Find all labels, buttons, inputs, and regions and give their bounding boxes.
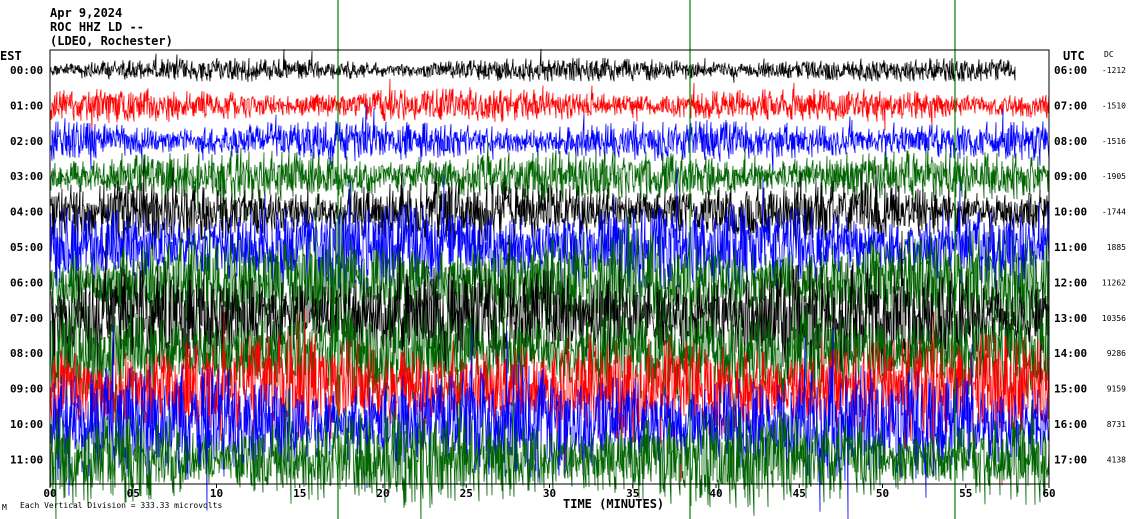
est-label: 06:00 (10, 276, 43, 289)
est-hour-labels: 00:00 01:00 02:00 03:00 04:00 05:00 06:00 07:00… (10, 64, 43, 466)
x-tick-label: 50 (876, 487, 889, 500)
x-tick-label: 20 (376, 487, 389, 500)
trace-1100 (50, 379, 1050, 519)
dc-offset-labels: -1212 -1510 -1516 -1905 -1744 1885 11262 10356 9… (1102, 66, 1126, 464)
trace-0200 (50, 104, 1050, 175)
x-axis-label: TIME (MINUTES) (563, 497, 664, 511)
est-label: 03:00 (10, 170, 43, 183)
x-tick-label: 45 (793, 487, 806, 500)
dc-value: 8731 (1107, 420, 1126, 429)
dc-value: 11262 (1102, 278, 1126, 287)
trace-0800 (50, 265, 1050, 438)
dc-value: -1905 (1102, 172, 1126, 181)
est-label: 10:00 (10, 418, 43, 431)
dc-value: 4138 (1107, 455, 1126, 464)
utc-label: 12:00 (1054, 276, 1087, 289)
x-tick-label: 15 (293, 487, 306, 500)
utc-hour-labels: 06:00 07:00 08:00 09:00 10:00 11:00 12:00 13:00… (1054, 64, 1087, 466)
header-station: ROC HHZ LD -- (50, 20, 144, 34)
x-tick-label: 10 (210, 487, 223, 500)
seismic-traces (50, 0, 1050, 519)
dc-value: -1212 (1102, 66, 1126, 75)
est-label: 08:00 (10, 347, 43, 360)
x-tick-label: 40 (709, 487, 722, 500)
est-label: 02:00 (10, 135, 43, 148)
utc-label: 14:00 (1054, 347, 1087, 360)
utc-label: 07:00 (1054, 99, 1087, 112)
dc-value: -1744 (1102, 208, 1126, 217)
utc-label: 15:00 (1054, 383, 1087, 396)
trace-0500 (50, 168, 1050, 318)
dc-value: 9286 (1107, 349, 1126, 358)
est-label: 05:00 (10, 241, 43, 254)
est-label: 01:00 (10, 99, 43, 112)
x-tick-label: 35 (626, 487, 639, 500)
x-tick-label: 60 (1042, 487, 1055, 500)
dc-value: 1885 (1107, 243, 1126, 252)
left-zone-label: EST (0, 49, 22, 63)
est-label: 07:00 (10, 312, 43, 325)
utc-label: 10:00 (1054, 206, 1087, 219)
x-tick-label: 55 (959, 487, 972, 500)
x-tick-label: 05 (127, 487, 140, 500)
dc-value: -1510 (1102, 101, 1126, 110)
utc-label: 13:00 (1054, 312, 1087, 325)
trace-0300 (50, 142, 1050, 221)
header-location: (LDEO, Rochester) (50, 34, 173, 48)
right-zone-label: UTC (1063, 49, 1085, 63)
utc-label: 08:00 (1054, 135, 1087, 148)
utc-label: 16:00 (1054, 418, 1087, 431)
trace-0000 (50, 48, 1016, 83)
trace-0100 (50, 78, 1050, 132)
est-label: 11:00 (10, 453, 43, 466)
footnote-mark: M (2, 503, 7, 512)
utc-label: 09:00 (1054, 170, 1087, 183)
trace-0400 (50, 159, 1050, 269)
dc-header: DC (1104, 50, 1114, 59)
x-tick-label: 25 (460, 487, 473, 500)
est-label: 09:00 (10, 383, 43, 396)
trace-1000 (50, 324, 1050, 519)
utc-label: 11:00 (1054, 241, 1087, 254)
dc-value: -1516 (1102, 137, 1126, 146)
x-axis-ticks: 00 05 10 15 20 25 30 35 40 45 50 55 60 (43, 484, 1056, 500)
est-label: 00:00 (10, 64, 43, 77)
utc-label: 06:00 (1054, 64, 1087, 77)
header-date: Apr 9,2024 (50, 6, 122, 20)
x-tick-label: 30 (543, 487, 556, 500)
est-label: 04:00 (10, 206, 43, 219)
dc-value: 9159 (1107, 385, 1126, 394)
utc-label: 17:00 (1054, 453, 1087, 466)
dc-value: 10356 (1102, 314, 1126, 323)
x-tick-label: 00 (43, 487, 56, 500)
footnote-scale: Each Vertical Division = 333.33 microvol… (20, 501, 222, 510)
